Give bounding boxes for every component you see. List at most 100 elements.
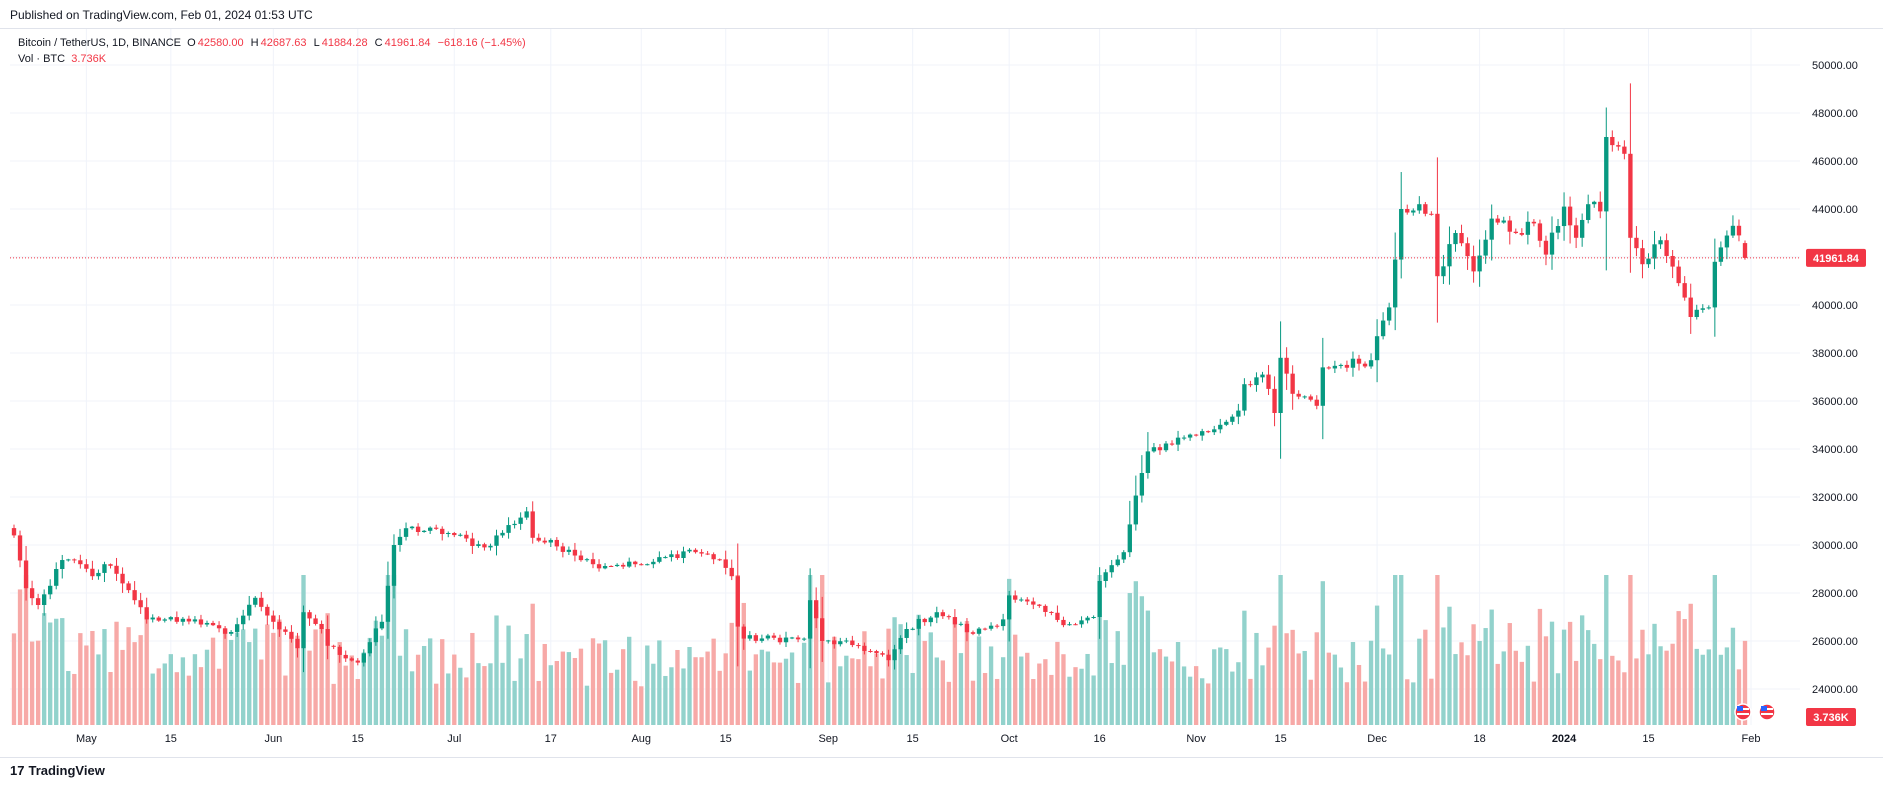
volume-bar xyxy=(729,622,734,725)
volume-bar xyxy=(838,666,843,725)
candle-body xyxy=(1742,243,1748,258)
candle-body xyxy=(1465,243,1470,257)
volume-bar xyxy=(150,673,155,725)
us-flag-event-icon[interactable] xyxy=(1758,703,1776,721)
candle-body xyxy=(838,641,843,645)
volume-bar xyxy=(1592,643,1597,725)
candle-body xyxy=(554,539,559,547)
candle-body xyxy=(753,635,759,641)
candle-body xyxy=(1362,363,1368,367)
candle-body xyxy=(1616,145,1621,147)
x-tick-label: Dec xyxy=(1367,733,1387,745)
volume-bar xyxy=(307,650,312,725)
volume-bar xyxy=(1543,636,1549,725)
volume-bar xyxy=(1423,629,1428,725)
candle-body xyxy=(66,559,71,561)
candle-body xyxy=(651,561,656,565)
volume-bar xyxy=(1344,682,1350,725)
candle-body xyxy=(1091,617,1096,618)
candle-body xyxy=(174,617,180,622)
volume-bar xyxy=(813,606,819,725)
candle-body xyxy=(409,526,415,529)
x-tick-label: 15 xyxy=(1274,733,1286,745)
candle-body xyxy=(1332,365,1338,369)
volume-bar xyxy=(1604,575,1609,725)
volume-bar xyxy=(421,645,427,725)
volume-histogram xyxy=(11,575,1748,725)
volume-bar xyxy=(1013,634,1018,725)
volume-bar xyxy=(41,613,47,725)
candle-body xyxy=(1682,283,1687,298)
volume-bar xyxy=(904,655,909,725)
candle-body xyxy=(711,554,716,560)
volume-bar xyxy=(1019,656,1024,725)
candle-body xyxy=(1531,221,1537,224)
candle-body xyxy=(1429,213,1434,215)
volume-bar xyxy=(1658,646,1663,725)
candle-body xyxy=(415,526,421,532)
candle-body xyxy=(536,537,541,541)
volume-label[interactable]: Vol · BTC xyxy=(18,53,66,65)
close-label: C xyxy=(374,37,383,49)
volume-bar xyxy=(1368,640,1374,725)
candle-body xyxy=(168,617,173,620)
volume-bar xyxy=(210,637,216,725)
volume-bar xyxy=(675,649,680,725)
candle-body xyxy=(1169,443,1175,445)
volume-bar xyxy=(11,633,17,725)
candle-body xyxy=(1085,617,1090,621)
candle-body xyxy=(210,622,216,626)
candle-body xyxy=(886,654,891,661)
volume-bar xyxy=(1567,621,1573,725)
candle-body xyxy=(1561,206,1567,227)
tradingview-logo[interactable]: 17 TradingView xyxy=(10,763,105,778)
y-tick-label: 44000.00 xyxy=(1812,204,1858,216)
candle-body xyxy=(102,564,107,573)
volume-bar xyxy=(397,655,403,725)
volume-bar xyxy=(711,638,716,725)
candle-body xyxy=(84,564,89,569)
candle-body xyxy=(1573,225,1579,238)
candle-body xyxy=(222,628,228,634)
candle-body xyxy=(1604,137,1609,212)
volume-bar xyxy=(1495,663,1500,725)
volume-bar xyxy=(1133,581,1139,725)
volume-bar xyxy=(1308,679,1313,725)
volume-bar xyxy=(645,645,650,725)
candle-body xyxy=(1302,396,1307,398)
x-tick-label: Nov xyxy=(1186,733,1206,745)
candle-body xyxy=(807,600,813,639)
candle-body xyxy=(1513,231,1518,233)
volume-bar xyxy=(874,653,879,725)
us-flag-event-icon[interactable] xyxy=(1734,703,1752,721)
candle-body xyxy=(850,640,855,646)
candle-body xyxy=(1688,297,1693,317)
candle-body xyxy=(1549,232,1555,255)
candle-body xyxy=(1254,377,1259,386)
volume-value: 3.736K xyxy=(71,53,107,65)
candle-body xyxy=(1326,367,1332,369)
candle-body xyxy=(397,536,403,545)
y-tick-label: 32000.00 xyxy=(1812,492,1858,504)
volume-bar xyxy=(1049,674,1054,725)
volume-bar xyxy=(1169,661,1175,725)
volume-bar xyxy=(1278,575,1283,725)
candle-body xyxy=(307,612,312,619)
candle-body xyxy=(584,559,590,561)
chart-frame[interactable] xyxy=(0,28,1883,758)
candle-body xyxy=(1399,209,1404,260)
candle-body xyxy=(663,557,668,559)
candle-body xyxy=(17,535,23,561)
y-tick-label: 50000.00 xyxy=(1812,60,1858,72)
volume-bar xyxy=(1302,650,1307,725)
volume-bar xyxy=(795,682,801,725)
volume-bar xyxy=(168,654,173,725)
volume-bar xyxy=(427,638,433,725)
x-tick-label: 15 xyxy=(352,733,364,745)
volume-bar xyxy=(1181,666,1187,725)
volume-bar xyxy=(1218,647,1223,725)
volume-badge-text: 3.736K xyxy=(1813,712,1849,724)
candle-body xyxy=(1628,153,1633,238)
symbol-label[interactable]: Bitcoin / TetherUS, 1D, BINANCE xyxy=(18,37,182,49)
